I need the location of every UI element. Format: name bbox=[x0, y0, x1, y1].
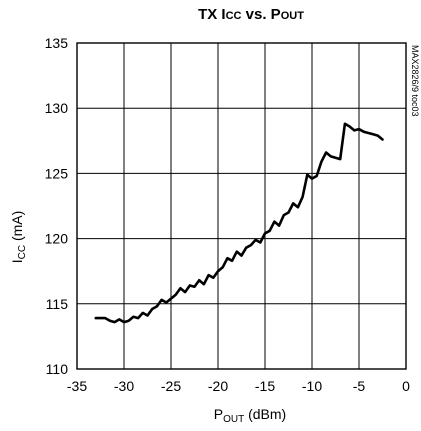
title-middle: vs. P bbox=[241, 6, 280, 23]
x-tick-label: -30 bbox=[114, 378, 134, 394]
grid bbox=[77, 43, 406, 369]
x-tick-label: -20 bbox=[208, 378, 228, 394]
title-pout-subscript: OUT bbox=[281, 10, 305, 22]
y-tick-label: 115 bbox=[46, 296, 69, 312]
x-tick-label: -10 bbox=[302, 378, 322, 394]
y-axis-label-main: I bbox=[9, 259, 25, 263]
x-tick-label: 0 bbox=[402, 378, 410, 394]
title-icc-subscript: CC bbox=[226, 10, 242, 22]
y-tick-label: 120 bbox=[45, 231, 69, 247]
chart-title: TX ICC vs. POUT bbox=[198, 6, 304, 23]
title-prefix: TX I bbox=[198, 6, 226, 23]
tick-labels: -35 -30 -25 -20 -15 -10 -5 0 110 115 120 125 130 135 bbox=[45, 35, 410, 394]
y-tick-label: 110 bbox=[46, 361, 69, 377]
x-axis-label-main: P bbox=[214, 406, 223, 422]
x-axis-label-subscript: OUT bbox=[223, 414, 244, 425]
x-tick-label: -15 bbox=[255, 378, 275, 394]
series-line bbox=[94, 122, 384, 324]
data-series bbox=[94, 122, 384, 324]
plot-frame bbox=[76, 42, 407, 370]
y-axis-label-rest: (mA) bbox=[9, 211, 25, 245]
side-label: MAX2826/9 toc03 bbox=[410, 45, 420, 117]
y-tick-label: 135 bbox=[45, 35, 69, 51]
x-tick-label: -5 bbox=[353, 378, 366, 394]
x-tick-label: -35 bbox=[67, 378, 87, 394]
x-tick-label: -25 bbox=[161, 378, 181, 394]
x-axis-label: POUT (dBm) bbox=[214, 406, 286, 425]
y-tick-label: 125 bbox=[45, 165, 69, 181]
y-axis-label-subscript: CC bbox=[17, 245, 28, 259]
y-axis-label: ICC (mA) bbox=[9, 211, 28, 264]
y-tick-label: 130 bbox=[45, 100, 69, 116]
x-axis-label-rest: (dBm) bbox=[244, 406, 286, 422]
